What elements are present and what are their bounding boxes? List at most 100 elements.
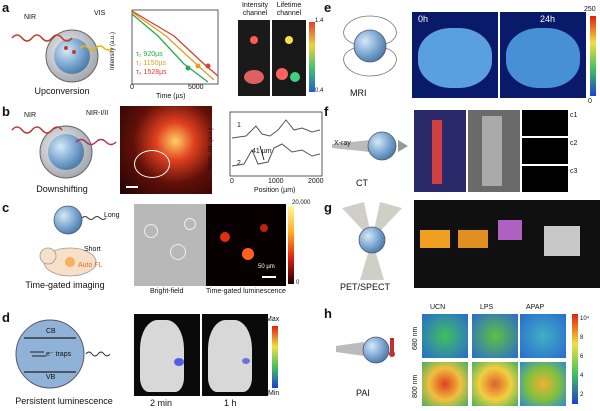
brightfield-image <box>134 204 206 286</box>
ct-crop-c1 <box>522 110 568 136</box>
pai-row-680: 680 nm <box>412 326 419 350</box>
panel-d-label: d <box>2 310 10 325</box>
caption-mri: MRI <box>350 88 367 98</box>
tg-scalebar-label: 50 µm <box>258 264 275 270</box>
lifetime-scale-top: 1.4 <box>315 18 324 24</box>
persistent-cmin: Min <box>268 390 280 397</box>
mri-cmin: 0 <box>588 98 592 105</box>
pai-col-ucn: UCN <box>430 304 446 311</box>
persistent-image-1h <box>202 314 268 396</box>
caption-persistent: Persistent luminescence <box>15 396 113 406</box>
profile-xtick-2: 2000 <box>308 178 324 185</box>
profile-ylabel: Norm. Int. (a.u.) <box>208 127 214 170</box>
short-label: Short <box>84 246 101 253</box>
time-gated-image <box>206 204 286 286</box>
ct-label-c3: c3 <box>570 168 578 175</box>
downshifting-schematic <box>11 125 117 179</box>
pet-spect-schematic <box>342 202 402 280</box>
lifetime-colorbar <box>309 22 315 92</box>
decay-xtick-1: 5000 <box>188 84 204 91</box>
vessel-image <box>120 106 212 194</box>
brightfield-caption: Bright-field <box>150 288 184 295</box>
time-1h: 1 h <box>224 398 237 408</box>
time-2min: 2 min <box>150 398 173 408</box>
persistent-image-2min <box>134 314 200 396</box>
ct-image-1 <box>414 110 466 192</box>
pai-img-ucn-680 <box>422 314 468 358</box>
autofl-label: Auto FL <box>78 262 103 269</box>
xray-label: X-ray <box>334 140 351 147</box>
pai-img-apap-680 <box>520 314 566 358</box>
pai-img-ucn-800 <box>422 362 468 406</box>
decay-xtick-0: 0 <box>130 84 134 91</box>
profile-marker-1: 1 <box>237 122 241 129</box>
mri-schematic <box>343 15 397 77</box>
panel-f-label: f <box>324 104 329 119</box>
caption-pai: PAI <box>356 388 370 398</box>
ct-crop-c3 <box>522 166 568 192</box>
legend-entry: τ₂ 920µs <box>136 51 163 58</box>
pai-tick: 4 <box>580 373 584 379</box>
pai-colorbar <box>572 314 578 404</box>
decay-plot <box>131 9 219 85</box>
time-gated-schematic <box>39 205 107 277</box>
tg-caption: Time-gated luminescence <box>206 288 286 295</box>
lifetime-channel-image <box>272 20 306 96</box>
long-label: Long <box>104 212 120 219</box>
pai-col-lps: LPS <box>480 304 494 311</box>
mri-colorbar <box>590 16 596 96</box>
caption-pet-spect: PET/SPECT <box>340 282 391 292</box>
tg-cmax: 20,000 <box>292 200 311 206</box>
pai-tick: 6 <box>580 354 584 360</box>
legend-entry: τ₂ 1150µs <box>136 60 167 67</box>
persistent-luminescence-schematic <box>15 319 111 389</box>
decay-xlabel: Time (µs) <box>156 93 186 100</box>
pai-col-apap: APAP <box>526 304 545 311</box>
pai-schematic <box>336 336 395 364</box>
profile-xlabel: Position (µm) <box>254 187 296 194</box>
caption-upconversion: Upconversion <box>34 86 90 96</box>
intensity-channel-image <box>238 20 270 96</box>
vis-label: VIS <box>94 10 106 17</box>
panel-h-label: h <box>324 306 332 321</box>
mri-cmax: 250 <box>584 6 596 13</box>
mri-label-24h: 24h <box>540 14 556 24</box>
lifetime-scale-bottom: 0.4 <box>315 88 324 94</box>
upconversion-schematic <box>11 29 113 83</box>
panel-b-label: b <box>2 104 10 119</box>
caption-time-gated: Time-gated imaging <box>25 280 105 290</box>
profile-xtick-1: 1000 <box>268 178 284 185</box>
pai-tick: 2 <box>580 392 584 398</box>
vb-label: VB <box>46 374 56 381</box>
ct-schematic <box>332 131 408 161</box>
pai-img-lps-800 <box>472 362 518 406</box>
caption-ct: CT <box>356 178 368 188</box>
panel-a-label: a <box>2 0 10 15</box>
profile-marker-2: 2 <box>237 160 241 167</box>
tg-colorbar <box>288 206 294 284</box>
caption-downshifting: Downshifting <box>36 184 88 194</box>
legend-entry: τ₃ 1528µs <box>136 69 167 76</box>
line-profile-plot <box>229 111 323 177</box>
pai-img-lps-680 <box>472 314 518 358</box>
mri-image-24h <box>500 12 586 98</box>
ct-crop-c2 <box>522 138 568 164</box>
nir-label: NIR <box>24 14 37 21</box>
mri-image-0h <box>412 12 498 98</box>
lifetime-channel-head: Lifetime channel <box>276 2 302 17</box>
pai-ticks: 10⁴ 8 6 4 2 <box>580 310 589 405</box>
ct-image-2 <box>468 110 520 192</box>
traps-label: e⁻ traps <box>46 351 72 358</box>
ct-label-c2: c2 <box>570 140 578 147</box>
mri-label-0h: 0h <box>418 14 429 24</box>
panel-g-label: g <box>324 200 332 215</box>
cb-label: CB <box>46 328 56 335</box>
intensity-channel-head: Intensity channel <box>241 2 269 17</box>
pai-tick: 10⁴ <box>580 316 590 322</box>
persistent-cmax: Max <box>266 316 280 323</box>
pai-row-800: 800 nm <box>412 374 419 398</box>
tg-cmin: 0 <box>296 280 300 286</box>
persistent-colorbar <box>272 326 278 388</box>
profile-annotation: 41 µm <box>252 148 272 155</box>
panel-c-label: c <box>2 200 10 215</box>
